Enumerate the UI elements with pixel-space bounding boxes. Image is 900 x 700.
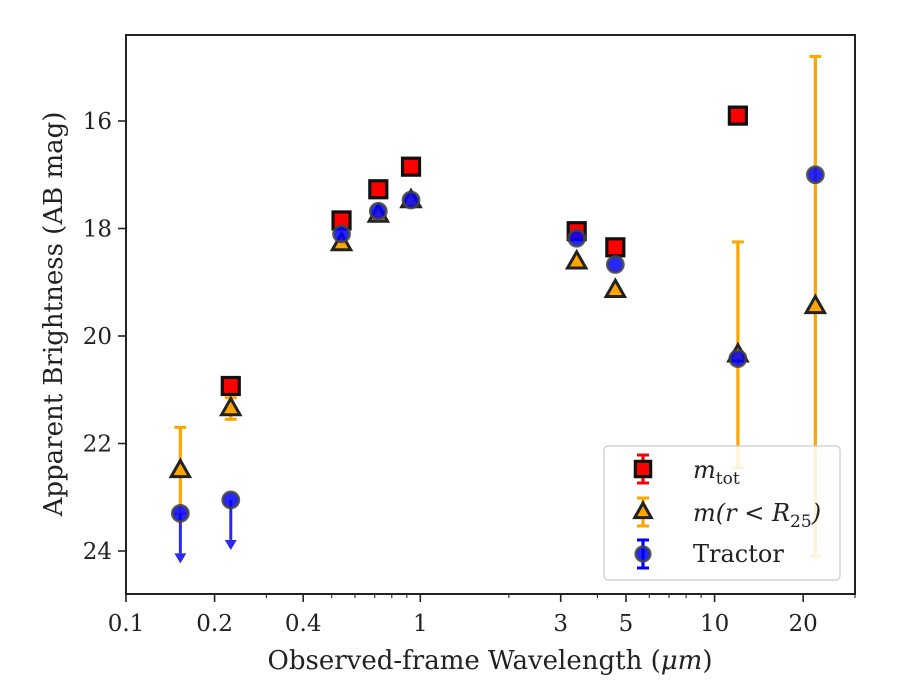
x-tick-label: 20 [789,611,818,637]
x-axis-label-suffix: ) [702,646,712,676]
x-tick-label: 5 [619,611,634,637]
legend-markers [632,453,654,570]
legend: mtot m(r < R25) Tractor [603,445,841,581]
legend-marker-square [633,459,653,479]
marker-circle [805,165,825,185]
marker-circle [332,224,351,244]
marker-triangle [168,457,193,479]
y-tick-label: 20 [83,324,112,350]
y-tick-label: 24 [83,539,112,565]
marker-triangle [218,395,243,417]
marker-triangle [564,248,589,270]
marker-circle [401,190,421,210]
marker-square [368,179,389,200]
legend-label-tractor: Tractor [693,540,784,568]
legend-label-m-r25: m(r < R25) [693,499,821,532]
marker-square [400,156,422,177]
marker-circle [728,349,748,368]
x-tick-label: 10 [700,611,729,637]
marker-triangle [603,277,628,299]
axes: 0.1 0.2 0.4 1 3 5 10 20 16 18 20 22 24 [83,109,856,637]
marker-triangle [803,293,828,315]
marker-circle [567,228,587,248]
x-tick-label: 3 [553,611,568,637]
x-axis-label-unit: μm [661,646,703,676]
y-axis-label: Apparent Brightness (AB mag) [39,112,69,518]
marker-circle [221,490,241,510]
y-tick-label: 22 [83,432,112,458]
marker-square [220,375,241,397]
legend-marker-circle [634,545,652,563]
x-tick-label: 0.4 [285,611,322,637]
marker-circle [605,255,625,274]
plot-frame [125,34,856,595]
legend-box [603,445,841,581]
legend-marker-triangle [632,499,654,520]
x-tick-label: 0.1 [108,611,145,637]
y-tick-label: 18 [83,217,112,243]
upper-limit-head [174,553,187,564]
marker-circle [170,503,190,523]
marker-square [727,105,748,126]
marker-square [605,237,626,258]
x-axis-label-prefix: Observed-frame Wavelength ( [268,646,661,676]
marker-circle [368,201,388,221]
x-tick-label: 1 [413,611,428,637]
legend-label-m-tot: mtot [693,456,740,489]
x-tick-label: 0.2 [196,611,233,637]
x-axis-label: Observed-frame Wavelength (μm) [268,646,713,676]
y-tick-label: 16 [83,109,112,135]
upper-limit-head [224,539,237,550]
